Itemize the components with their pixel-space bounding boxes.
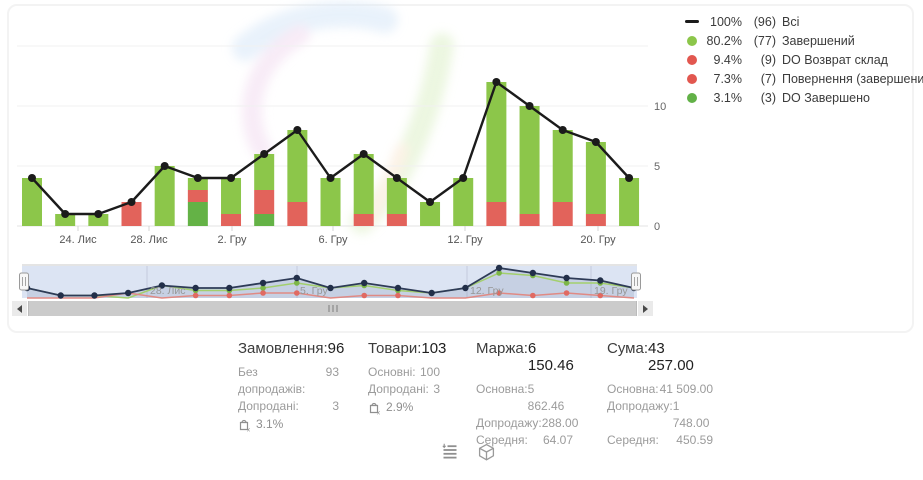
dot-marker-icon — [684, 35, 700, 46]
stat-title-row: Маржа: 6 150.46 — [476, 340, 574, 374]
stat-title: Товари: — [368, 340, 422, 357]
x-axis-labels: 24. Лис 28. Лис 2. Гру 6. Гру 12. Гру 20. Гру — [59, 226, 616, 246]
stat-title: Сума: — [607, 340, 648, 357]
dot-marker-icon — [684, 92, 700, 103]
stats-sum: Сума: 43 257.00 Основна: 41 509.00 Допрод… — [607, 340, 713, 449]
svg-text:x: x — [247, 427, 250, 431]
package-icon — [478, 443, 494, 460]
chart-panel — [7, 4, 914, 333]
svg-text:0: 0 — [654, 221, 660, 233]
stat-title-row: Товари: 103 — [368, 340, 446, 357]
svg-text:6. Гру: 6. Гру — [318, 234, 348, 246]
stat-subrow: Середня: 64.07 — [476, 433, 573, 447]
svg-text:2. Гру: 2. Гру — [217, 234, 247, 246]
svg-text:28. Лис: 28. Лис — [130, 234, 168, 246]
stat-subrow: Допродажу: 288.00 — [476, 416, 579, 430]
svg-text:12. Гру: 12. Гру — [470, 285, 504, 297]
svg-text:19. Гру: 19. Гру — [594, 285, 628, 297]
stat-value: 103 — [421, 340, 447, 357]
legend-item-do-completed[interactable]: 3.1% (3) DO Завершено — [684, 88, 923, 107]
navigator[interactable]: 28. Лис 5. Гру 12. Гру 19. Гру — [19, 264, 641, 299]
stat-title: Маржа: — [476, 340, 528, 357]
watermark-logo — [232, 1, 454, 234]
stat-value: 43 257.00 — [648, 340, 694, 374]
stat-value: 6 150.46 — [527, 340, 574, 374]
stat-subrow: Допродані: 3 — [238, 399, 339, 413]
grip-icon — [328, 305, 337, 312]
svg-text:12. Гру: 12. Гру — [447, 234, 483, 246]
scrollbar-thumb[interactable] — [28, 301, 637, 316]
stat-title-row: Замовлення: 96 — [238, 340, 344, 357]
stat-value: 96 — [327, 340, 345, 357]
navigator-handle[interactable] — [19, 272, 29, 291]
right-arrow-icon — [643, 304, 648, 313]
scroll-right-button[interactable] — [638, 301, 653, 316]
stats-products: Товари: 103 Основні: 100 Допродані: 3 x 2.… — [368, 340, 446, 416]
svg-text:10: 10 — [654, 101, 666, 113]
stat-subrow: Допродані: 3 — [368, 382, 440, 396]
stat-subrow: Основна: 41 509.00 — [607, 382, 713, 396]
svg-text:5: 5 — [654, 161, 660, 173]
legend-item-completed[interactable]: 80.2% (77) Завершений — [684, 31, 923, 50]
dot-marker-icon — [684, 73, 700, 84]
dot-marker-icon — [684, 54, 700, 65]
products-button[interactable] — [475, 441, 497, 463]
svg-text:20. Гру: 20. Гру — [580, 234, 616, 246]
orders-list-button[interactable] — [438, 441, 460, 463]
orders-list-icon — [441, 443, 456, 459]
total-line — [28, 78, 634, 218]
stat-subrow: Середня: 450.59 — [607, 433, 713, 447]
stats-margin: Маржа: 6 150.46 Основна: 5 862.46 Допрода… — [476, 340, 579, 449]
stat-title: Замовлення: — [238, 340, 328, 357]
stacked-bars[interactable] — [22, 82, 640, 226]
navigator-handle[interactable] — [631, 272, 641, 291]
svg-text:28. Лис: 28. Лис — [150, 285, 186, 297]
legend-item-all[interactable]: 100% (96) Всі — [684, 12, 923, 31]
scroll-left-button[interactable] — [12, 301, 27, 316]
view-toggle-bar — [438, 441, 497, 463]
stat-subrow: Основні: 100 — [368, 365, 440, 379]
legend-item-return-completed[interactable]: 7.3% (7) Повернення (завершений) — [684, 69, 923, 88]
stat-subrow: Основна: 5 862.46 — [476, 382, 565, 413]
upsell-rate: x 3.1% — [238, 416, 339, 433]
left-arrow-icon — [17, 304, 22, 313]
svg-text:x: x — [377, 410, 380, 414]
stat-subrow: Без допродажів: 93 — [238, 365, 339, 396]
svg-text:24. Лис: 24. Лис — [59, 234, 97, 246]
chart-legend: 100% (96) Всі 80.2% (77) Завершений 9.4%… — [684, 12, 923, 107]
upsell-rate: x 2.9% — [368, 399, 440, 416]
upsell-bag-icon: x — [368, 401, 382, 415]
legend-item-return-stock[interactable]: 9.4% (9) DO Возврат склад — [684, 50, 923, 69]
svg-text:5. Гру: 5. Гру — [300, 285, 328, 297]
stat-subrow: Допродажу: 1 748.00 — [607, 399, 710, 430]
stats-orders: Замовлення: 96 Без допродажів: 93 Допрода… — [238, 340, 344, 433]
line-marker-icon — [684, 20, 700, 23]
y-axis-labels: 0 5 10 — [654, 101, 666, 233]
stat-title-row: Сума: 43 257.00 — [607, 340, 713, 374]
upsell-bag-icon: x — [238, 418, 252, 432]
chart-area: 24. Лис 28. Лис 2. Гру 6. Гру 12. Гру 20. Гру… — [17, 1, 666, 299]
